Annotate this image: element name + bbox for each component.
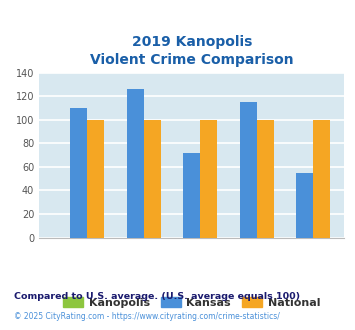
Title: 2019 Kanopolis
Violent Crime Comparison: 2019 Kanopolis Violent Crime Comparison bbox=[90, 35, 294, 67]
Bar bbox=[313, 120, 331, 238]
Bar bbox=[143, 120, 160, 238]
Text: © 2025 CityRating.com - https://www.cityrating.com/crime-statistics/: © 2025 CityRating.com - https://www.city… bbox=[14, 312, 280, 321]
Bar bbox=[127, 89, 143, 238]
Bar bbox=[87, 120, 104, 238]
Bar bbox=[240, 102, 257, 238]
Legend: Kanopolis, Kansas, National: Kanopolis, Kansas, National bbox=[59, 293, 325, 312]
Bar bbox=[70, 108, 87, 238]
Bar bbox=[257, 120, 274, 238]
Text: Compared to U.S. average. (U.S. average equals 100): Compared to U.S. average. (U.S. average … bbox=[14, 292, 300, 301]
Bar bbox=[200, 120, 217, 238]
Bar bbox=[296, 173, 313, 238]
Bar bbox=[183, 153, 200, 238]
